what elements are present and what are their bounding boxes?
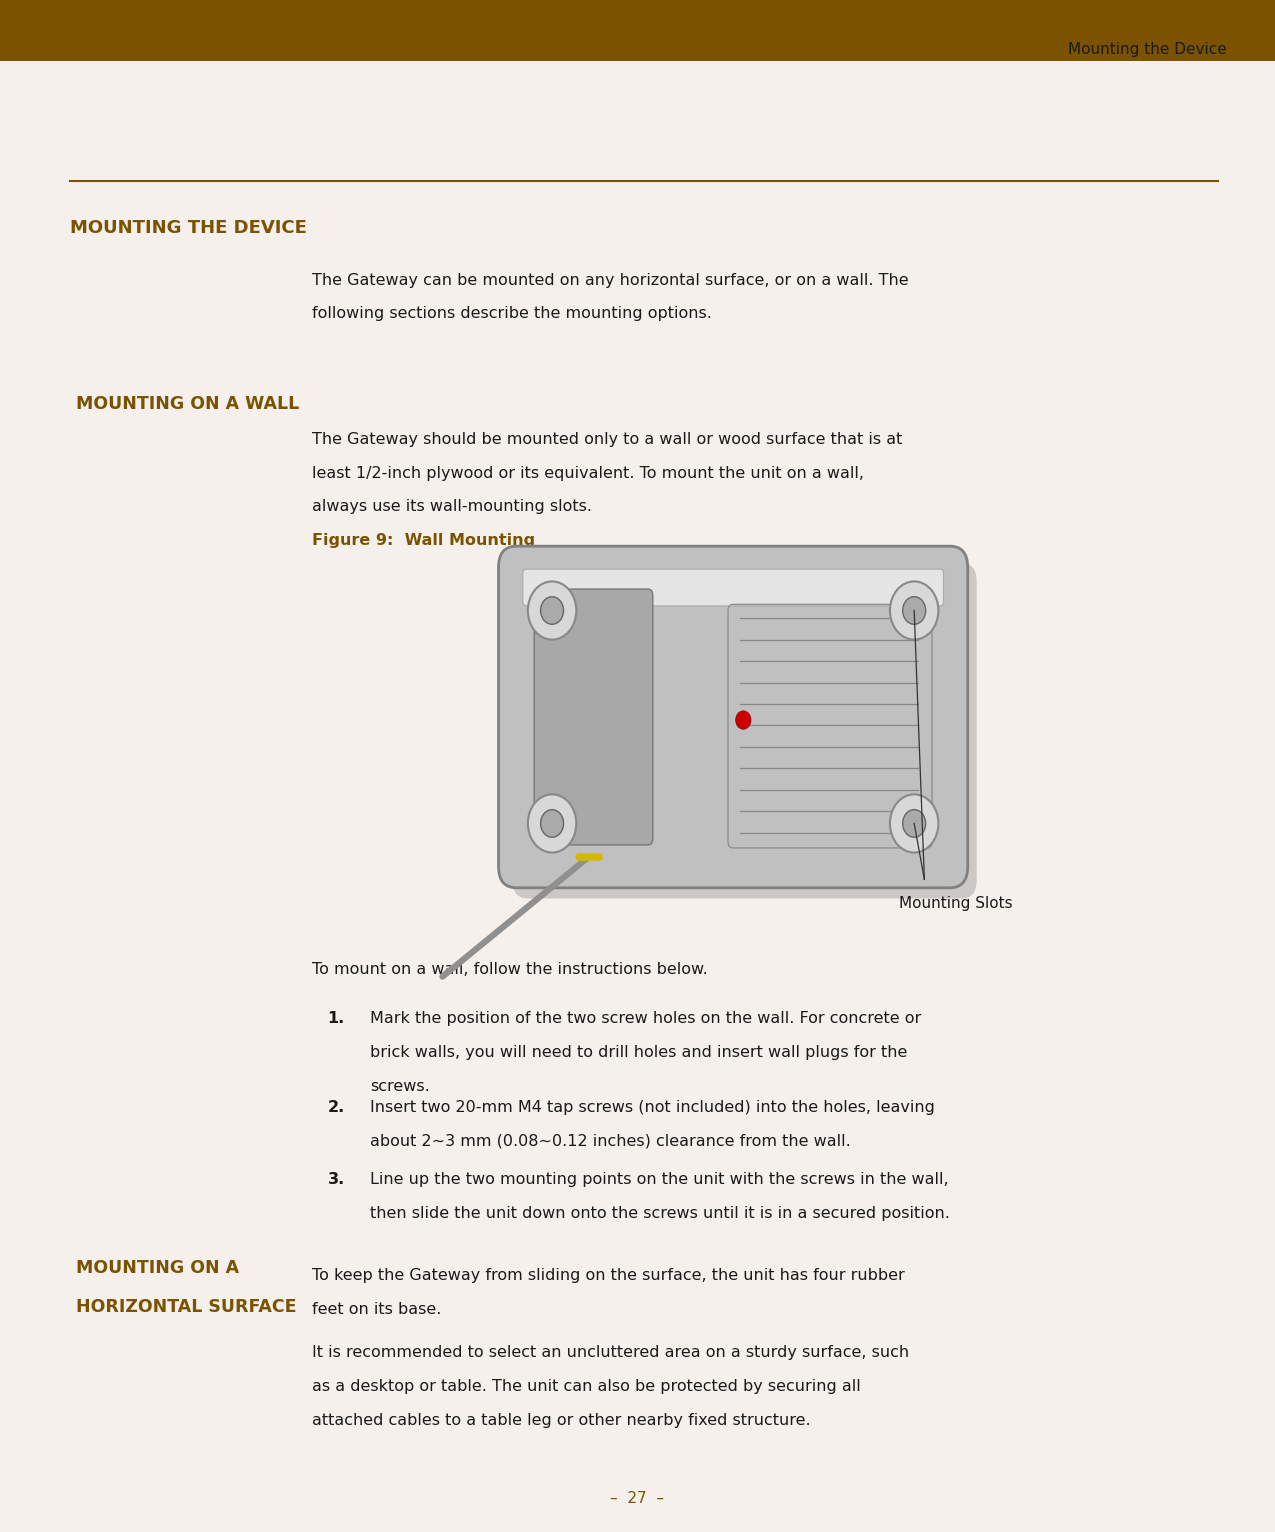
Text: as a desktop or table. The unit can also be protected by securing all: as a desktop or table. The unit can also… — [312, 1379, 861, 1394]
Text: Line up the two mounting points on the unit with the screws in the wall,: Line up the two mounting points on the u… — [370, 1172, 949, 1187]
Text: MOUNTING ON A WALL: MOUNTING ON A WALL — [76, 395, 300, 414]
Text: MOUNTING ON A: MOUNTING ON A — [76, 1259, 240, 1278]
Text: Insert two 20-mm M4 tap screws (not included) into the holes, leaving: Insert two 20-mm M4 tap screws (not incl… — [370, 1100, 935, 1115]
Text: feet on its base.: feet on its base. — [312, 1302, 441, 1318]
FancyBboxPatch shape — [523, 570, 944, 607]
Text: HORIZONTAL SURFACE: HORIZONTAL SURFACE — [76, 1298, 297, 1316]
Text: brick walls, you will need to drill holes and insert wall plugs for the: brick walls, you will need to drill hole… — [370, 1045, 907, 1060]
Circle shape — [903, 809, 926, 836]
Circle shape — [903, 596, 926, 625]
Text: 3.: 3. — [328, 1172, 346, 1187]
Text: then slide the unit down onto the screws until it is in a secured position.: then slide the unit down onto the screws… — [370, 1206, 950, 1221]
Text: Figure 9:  Wall Mounting: Figure 9: Wall Mounting — [312, 533, 536, 548]
Text: Mounting Slots: Mounting Slots — [899, 896, 1014, 912]
Circle shape — [890, 795, 938, 852]
Text: 2.: 2. — [328, 1100, 346, 1115]
Text: screws.: screws. — [370, 1079, 430, 1094]
Text: always use its wall-mounting slots.: always use its wall-mounting slots. — [312, 499, 593, 515]
Text: The Gateway should be mounted only to a wall or wood surface that is at: The Gateway should be mounted only to a … — [312, 432, 903, 447]
Text: To mount on a wall, follow the instructions below.: To mount on a wall, follow the instructi… — [312, 962, 708, 977]
FancyBboxPatch shape — [499, 547, 968, 889]
Text: The Gateway can be mounted on any horizontal surface, or on a wall. The: The Gateway can be mounted on any horizo… — [312, 273, 909, 288]
Text: about 2~3 mm (0.08~0.12 inches) clearance from the wall.: about 2~3 mm (0.08~0.12 inches) clearanc… — [370, 1134, 850, 1149]
Text: attached cables to a table leg or other nearby fixed structure.: attached cables to a table leg or other … — [312, 1413, 811, 1428]
Text: To keep the Gateway from sliding on the surface, the unit has four rubber: To keep the Gateway from sliding on the … — [312, 1268, 905, 1284]
Text: Mark the position of the two screw holes on the wall. For concrete or: Mark the position of the two screw holes… — [370, 1011, 921, 1026]
FancyBboxPatch shape — [513, 564, 977, 898]
Text: Mounting the Device: Mounting the Device — [1067, 41, 1227, 57]
Circle shape — [736, 711, 751, 729]
Text: CHAPTER 3  |  Installing the Mini 3G Router: CHAPTER 3 | Installing the Mini 3G Route… — [898, 9, 1227, 25]
Circle shape — [528, 582, 576, 640]
Text: least 1/2-inch plywood or its equivalent. To mount the unit on a wall,: least 1/2-inch plywood or its equivalent… — [312, 466, 864, 481]
Circle shape — [541, 809, 564, 836]
Text: MOUNTING THE DEVICE: MOUNTING THE DEVICE — [70, 219, 307, 237]
Text: following sections describe the mounting options.: following sections describe the mounting… — [312, 306, 713, 322]
Circle shape — [541, 596, 564, 625]
Text: –  27  –: – 27 – — [611, 1491, 664, 1506]
Text: 1.: 1. — [328, 1011, 346, 1026]
Circle shape — [890, 582, 938, 640]
Circle shape — [528, 795, 576, 852]
Text: It is recommended to select an uncluttered area on a sturdy surface, such: It is recommended to select an unclutter… — [312, 1345, 909, 1360]
FancyBboxPatch shape — [534, 590, 653, 846]
Bar — [0, 0, 1275, 61]
